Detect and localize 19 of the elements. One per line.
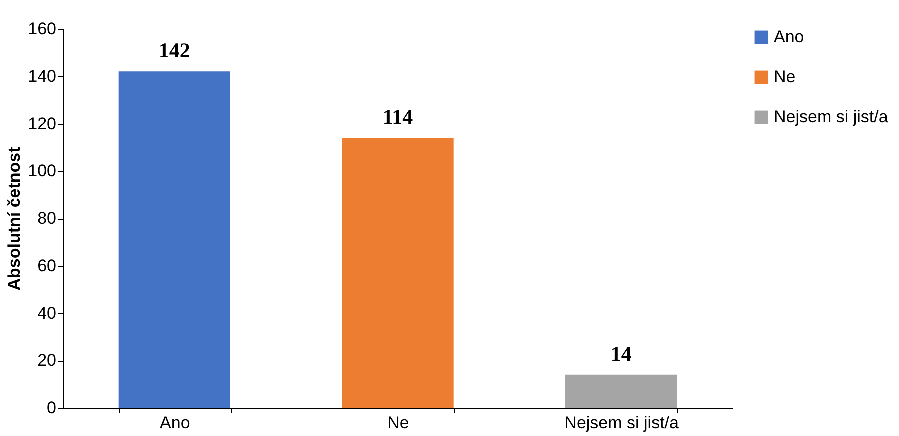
x-tick-label: Nejsem si jist/a — [564, 414, 680, 432]
x-tick-label: Ne — [388, 414, 410, 432]
y-tick-label: 60 — [38, 256, 56, 276]
y-tick-label: 160 — [28, 20, 56, 38]
y-tick-label: 80 — [38, 209, 56, 228]
y-tick-label: 0 — [47, 398, 56, 418]
legend-label: Ne — [774, 68, 796, 86]
y-tick-label: 40 — [38, 304, 56, 323]
y-tick-label: 20 — [38, 351, 56, 370]
legend-label: Ano — [774, 28, 804, 46]
data-label: 114 — [382, 104, 414, 129]
y-tick-label: 140 — [28, 66, 56, 86]
legend-label: Nejsem si jist/a — [774, 108, 889, 126]
y-tick-label: 100 — [28, 162, 56, 181]
y-axis-title: Absolutní četnost — [5, 146, 24, 291]
data-label: 14 — [610, 342, 632, 366]
data-label: 142 — [158, 38, 190, 63]
y-tick-label: 120 — [28, 114, 56, 134]
x-tick-label: Ano — [160, 414, 190, 432]
